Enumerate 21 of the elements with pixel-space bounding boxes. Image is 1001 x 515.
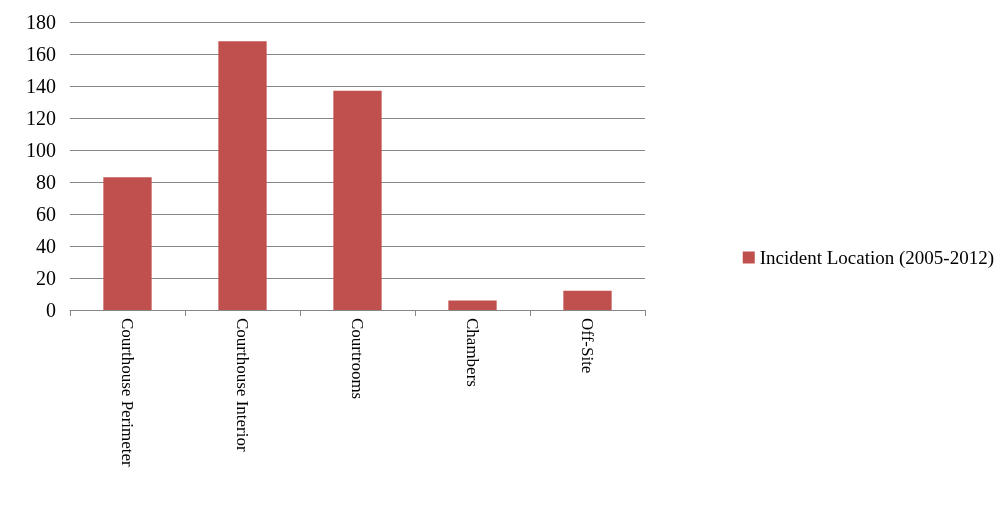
legend-label: Incident Location (2005-2012) xyxy=(759,247,994,269)
y-tick-label: 0 xyxy=(46,299,56,321)
y-tick-label: 140 xyxy=(26,75,56,97)
bar xyxy=(218,41,267,310)
y-tick-label: 160 xyxy=(26,43,56,65)
y-tick-label: 40 xyxy=(36,235,56,257)
x-tick-label: Off-Site xyxy=(578,318,597,374)
bar xyxy=(448,300,497,310)
x-tick-label: Courtrooms xyxy=(348,318,367,400)
x-tick-label: Chambers xyxy=(463,318,482,387)
x-tick-label: Courthouse Perimeter xyxy=(118,318,137,468)
y-tick-label: 20 xyxy=(36,267,56,289)
y-tick-label: 180 xyxy=(26,11,56,33)
x-tick-label: Courthouse Interior xyxy=(233,318,252,452)
y-tick-label: 120 xyxy=(26,107,56,129)
bar xyxy=(563,290,612,310)
y-tick-label: 100 xyxy=(26,139,56,161)
y-tick-label: 60 xyxy=(36,203,56,225)
y-tick-label: 80 xyxy=(36,171,56,193)
bar xyxy=(103,177,152,310)
bar xyxy=(333,90,382,310)
